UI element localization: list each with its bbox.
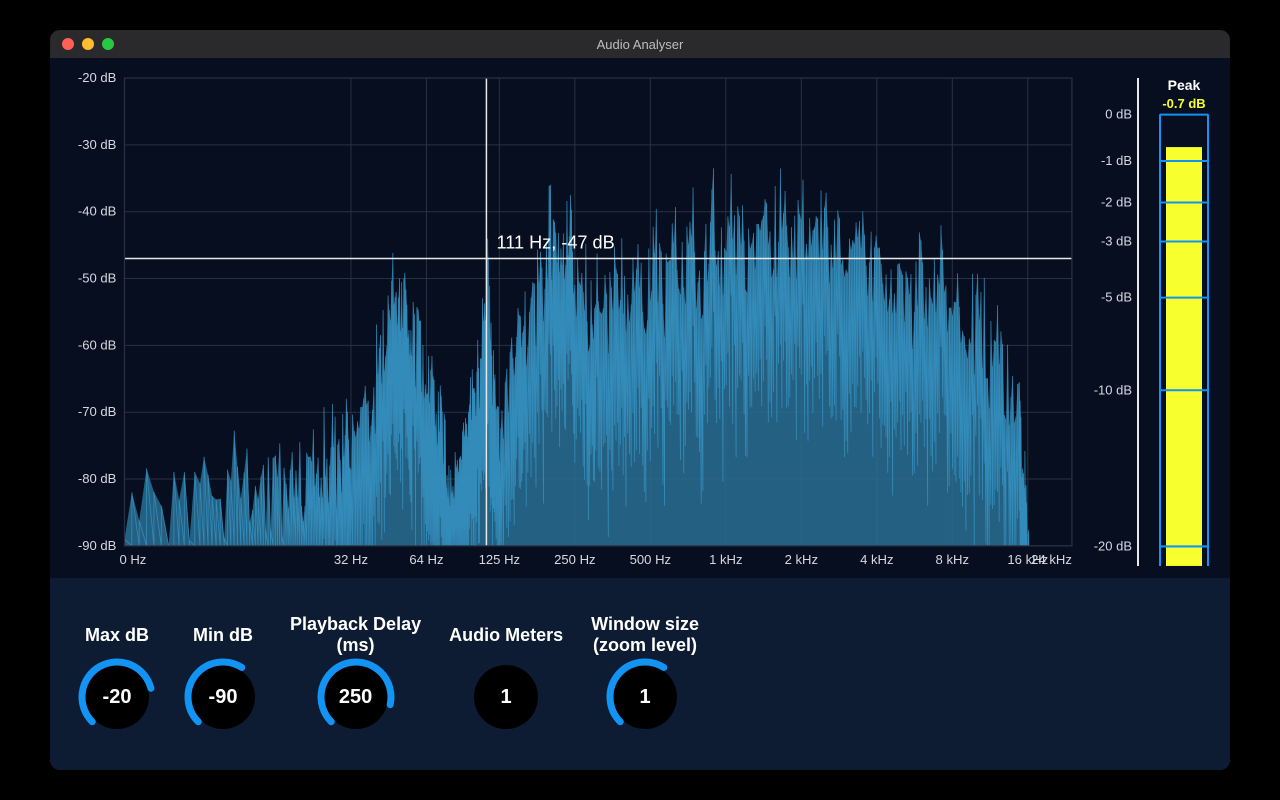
zoom-icon[interactable] [102,38,114,50]
svg-text:32 Hz: 32 Hz [334,552,368,567]
knob-value: 1 [467,658,545,736]
content-area: -20 dB -30 dB -40 dB -50 dB -60 dB -70 dB -80 … [50,58,1230,770]
svg-text:-80 dB: -80 dB [78,471,117,486]
svg-text:111 Hz, -47 dB: 111 Hz, -47 dB [496,232,614,252]
knob-value: 250 [317,658,395,736]
svg-text:-2 dB: -2 dB [1101,194,1132,209]
minimize-icon[interactable] [82,38,94,50]
knob-meters-dial[interactable]: 1 [467,658,545,736]
svg-text:-3 dB: -3 dB [1101,233,1132,248]
svg-text:8 kHz: 8 kHz [936,552,969,567]
spectrum-analyzer[interactable]: -20 dB -30 dB -40 dB -50 dB -60 dB -70 dB -80 … [62,66,1080,578]
svg-text:-1 dB: -1 dB [1101,153,1132,168]
app-window: Audio Analyser -20 dB-30 dB-40 dB-50 dB-… [50,30,1230,770]
svg-text:-20 dB: -20 dB [1094,538,1132,553]
peak-meter: Peak -0.7 dB 0 dB -1 dB -2 dB -3 dB -5 dB -10 d… [1088,66,1218,578]
svg-text:-5 dB: -5 dB [1101,290,1132,305]
knob-delay-dial[interactable]: 250 [317,658,395,736]
svg-text:64 Hz: 64 Hz [409,552,443,567]
knob-meters: Audio Meters 1 [449,612,563,736]
svg-text:24 kHz: 24 kHz [1031,552,1072,567]
knob-label: Audio Meters [449,612,563,658]
svg-text:-10 dB: -10 dB [1094,382,1132,397]
svg-text:1 kHz: 1 kHz [709,552,742,567]
svg-text:-60 dB: -60 dB [78,337,117,352]
knob-min-db: Min dB -90 [184,612,262,736]
svg-text:4 kHz: 4 kHz [860,552,893,567]
window-title: Audio Analyser [50,37,1230,52]
knob-label: Window size (zoom level) [591,612,699,658]
svg-text:-50 dB: -50 dB [78,271,117,286]
charts-row: -20 dB -30 dB -40 dB -50 dB -60 dB -70 dB -80 … [50,58,1230,578]
knob-max-db-dial[interactable]: -20 [78,658,156,736]
svg-text:-90 dB: -90 dB [78,538,117,553]
knob-max-db: Max dB -20 [78,612,156,736]
knob-value: -20 [78,658,156,736]
svg-text:-30 dB: -30 dB [78,137,117,152]
svg-text:-20 dB: -20 dB [78,70,117,85]
controls-panel: Max dB -20 Min dB -90 Playback Delay (ms… [50,578,1230,770]
svg-text:0 Hz: 0 Hz [119,552,146,567]
knob-value: -90 [184,658,262,736]
svg-text:0 dB: 0 dB [1105,107,1132,122]
svg-text:2 kHz: 2 kHz [785,552,818,567]
knob-label: Playback Delay (ms) [290,612,421,658]
knob-delay: Playback Delay (ms) 250 [290,612,421,736]
close-icon[interactable] [62,38,74,50]
svg-text:-0.7 dB: -0.7 dB [1162,96,1205,111]
svg-text:-40 dB: -40 dB [78,204,117,219]
knob-label: Max dB [85,612,149,658]
svg-text:-70 dB: -70 dB [78,404,117,419]
knob-value: 1 [606,658,684,736]
svg-text:125 Hz: 125 Hz [479,552,520,567]
traffic-lights [50,38,114,50]
titlebar[interactable]: Audio Analyser [50,30,1230,58]
svg-text:Peak: Peak [1168,77,1201,93]
knob-min-db-dial[interactable]: -90 [184,658,262,736]
knob-window-dial[interactable]: 1 [606,658,684,736]
svg-text:250 Hz: 250 Hz [554,552,595,567]
svg-text:500 Hz: 500 Hz [630,552,671,567]
knob-window: Window size (zoom level) 1 [591,612,699,736]
knob-label: Min dB [193,612,253,658]
